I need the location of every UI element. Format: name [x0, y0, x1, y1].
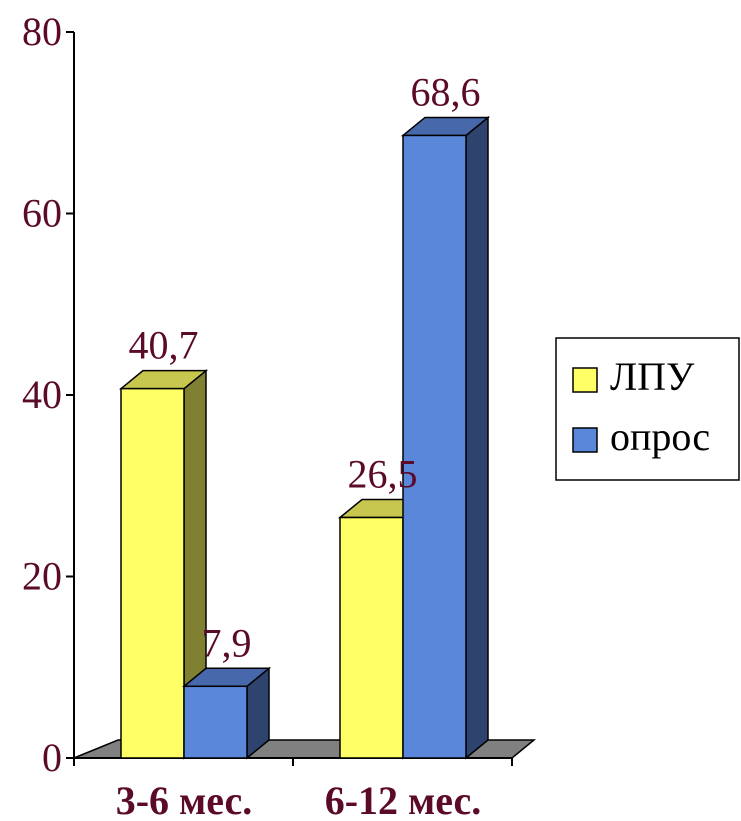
x-category-label: 3-6 мес.	[116, 778, 253, 821]
bar-front-face	[183, 685, 248, 759]
bar-side-face	[465, 115, 489, 760]
data-label: 68,6	[411, 69, 481, 114]
bar-opros-2	[400, 115, 491, 760]
y-axis: 0 20 40 60 80	[22, 9, 75, 780]
legend: ЛПУ опрос	[555, 337, 740, 481]
x-category-label: 6-12 мес.	[325, 778, 482, 821]
legend-item: ЛПУ	[572, 354, 695, 399]
y-tick-label: 80	[22, 9, 62, 54]
y-tick-label: 60	[22, 191, 62, 236]
data-labels-group: 40,7 7,9 26,5 68,6	[129, 69, 481, 665]
data-label: 26,5	[348, 452, 418, 497]
legend-item: опрос	[572, 414, 710, 459]
bar-front-face	[402, 134, 467, 759]
data-label: 7,9	[202, 620, 252, 665]
y-tick-label: 40	[22, 372, 62, 417]
y-tick-label: 0	[42, 735, 62, 780]
bar-front-face	[339, 516, 404, 759]
data-label: 40,7	[129, 323, 199, 368]
legend-swatch	[572, 427, 598, 453]
bar-front-face	[120, 387, 185, 759]
bars-group	[118, 115, 491, 760]
bar-lpu-1	[118, 369, 209, 760]
y-tick-label: 20	[22, 554, 62, 599]
legend-box	[555, 337, 740, 481]
bar-opros-1	[181, 666, 272, 760]
legend-label: ЛПУ	[610, 354, 695, 399]
legend-label: опрос	[610, 414, 710, 459]
x-axis: 3-6 мес. 6-12 мес.	[73, 757, 513, 821]
legend-swatch	[572, 367, 598, 393]
